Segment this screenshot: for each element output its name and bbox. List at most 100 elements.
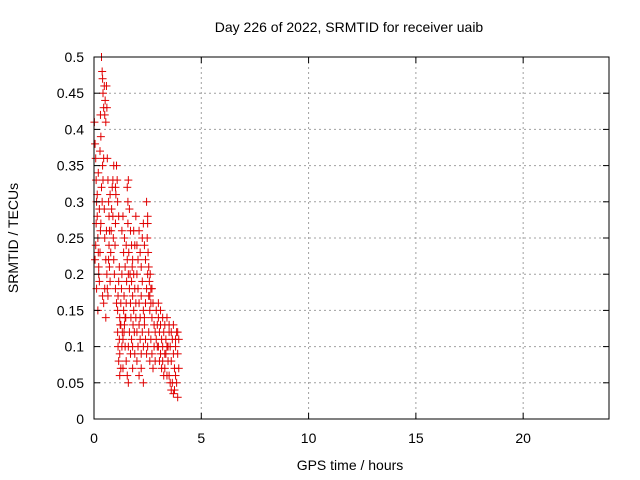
data-point xyxy=(133,284,142,293)
y-tick-label: 0 xyxy=(76,411,84,427)
data-point xyxy=(140,313,149,322)
data-point xyxy=(144,328,153,337)
data-point xyxy=(123,371,132,380)
data-point xyxy=(102,81,111,90)
data-point xyxy=(143,212,152,221)
data-point xyxy=(96,147,105,156)
data-point xyxy=(135,320,144,329)
data-point xyxy=(101,118,110,127)
data-point xyxy=(125,205,134,214)
data-point xyxy=(132,357,141,366)
data-point xyxy=(115,335,124,344)
data-point xyxy=(137,291,146,300)
data-point xyxy=(115,349,124,358)
data-point xyxy=(116,364,125,373)
data-point xyxy=(123,197,132,206)
x-tick-label: 10 xyxy=(301,430,317,446)
data-point xyxy=(103,154,112,163)
data-point xyxy=(114,357,123,366)
data-point xyxy=(96,219,105,228)
data-point xyxy=(101,96,110,105)
data-point xyxy=(111,190,120,199)
data-point xyxy=(96,132,105,141)
data-point xyxy=(154,299,163,308)
y-tick-label: 0.3 xyxy=(65,194,85,210)
data-point xyxy=(119,306,128,315)
data-point xyxy=(141,255,150,264)
data-point xyxy=(96,110,105,119)
data-point xyxy=(109,234,118,242)
data-point xyxy=(137,364,146,373)
data-point xyxy=(93,212,102,221)
data-point xyxy=(100,284,109,293)
data-point xyxy=(100,234,109,242)
data-point xyxy=(108,176,117,185)
data-point xyxy=(132,270,141,279)
axis-ticks: 0 0.05 0.1 0.15 0.2 0.25 0.3 0.35 0.4 0.45 0.5 0 5 10… xyxy=(57,49,609,446)
data-point xyxy=(98,291,107,300)
y-tick-label: 0.05 xyxy=(57,375,84,391)
data-point xyxy=(117,226,126,235)
data-point xyxy=(97,183,106,192)
data-point xyxy=(91,139,100,148)
data-point xyxy=(102,103,111,112)
data-point xyxy=(158,357,167,366)
data-point xyxy=(110,270,119,279)
x-tick-label: 5 xyxy=(197,430,205,446)
data-point xyxy=(123,183,132,192)
data-point xyxy=(123,219,132,228)
data-point xyxy=(145,291,154,300)
data-point xyxy=(162,313,171,322)
y-tick-label: 0.1 xyxy=(65,339,85,355)
data-point xyxy=(131,212,140,221)
data-point xyxy=(121,262,130,271)
data-point xyxy=(93,190,102,199)
data-points xyxy=(90,53,183,402)
data-point xyxy=(100,205,109,214)
data-point xyxy=(131,313,140,322)
data-point xyxy=(99,89,108,98)
data-point xyxy=(98,74,107,83)
data-point xyxy=(142,197,151,206)
data-point xyxy=(173,349,182,358)
data-point xyxy=(137,262,146,271)
data-point xyxy=(109,161,118,170)
data-point xyxy=(171,342,180,351)
data-point xyxy=(129,226,138,235)
data-point xyxy=(167,357,176,366)
x-tick-label: 0 xyxy=(90,430,98,446)
y-tick-label: 0.45 xyxy=(57,85,84,101)
data-point xyxy=(120,234,129,242)
data-point xyxy=(92,176,101,185)
y-tick-label: 0.2 xyxy=(65,266,85,282)
data-point xyxy=(143,234,152,242)
data-point xyxy=(127,335,136,344)
data-point xyxy=(136,248,145,257)
data-point xyxy=(106,248,115,257)
data-point xyxy=(106,277,115,286)
data-point xyxy=(102,270,111,279)
data-point xyxy=(173,328,182,337)
data-point xyxy=(117,284,126,293)
data-point xyxy=(95,277,104,286)
data-point xyxy=(129,306,138,315)
data-point xyxy=(147,284,156,293)
data-point xyxy=(138,277,147,286)
data-point xyxy=(109,255,118,264)
data-point xyxy=(91,154,100,163)
data-point xyxy=(169,389,178,398)
data-point xyxy=(96,248,105,257)
y-tick-label: 0.4 xyxy=(65,121,85,137)
y-tick-label: 0.5 xyxy=(65,49,85,65)
data-point xyxy=(128,364,137,373)
data-point xyxy=(124,176,133,185)
data-point xyxy=(120,291,129,300)
data-point xyxy=(115,371,124,380)
gridlines xyxy=(94,57,609,419)
data-point xyxy=(144,248,153,257)
data-point xyxy=(172,378,181,387)
chart-title: Day 226 of 2022, SRMTID for receiver uai… xyxy=(215,19,484,35)
data-point xyxy=(102,226,111,235)
data-point xyxy=(173,393,182,402)
y-tick-label: 0.35 xyxy=(57,158,84,174)
